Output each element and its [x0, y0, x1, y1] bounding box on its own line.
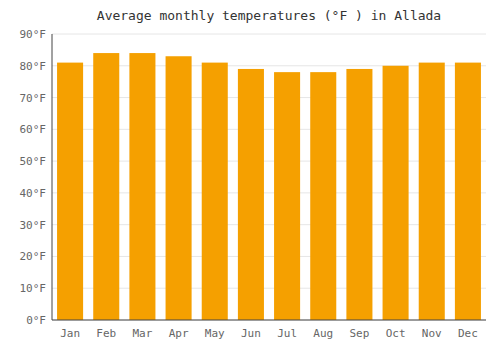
x-tick-label: Aug: [313, 327, 333, 340]
bar: [57, 63, 83, 320]
x-tick-label: Oct: [386, 327, 406, 340]
x-tick-label: Jun: [241, 327, 261, 340]
x-tick-label: Jan: [60, 327, 80, 340]
bar: [166, 56, 192, 320]
x-tick-label: May: [205, 327, 225, 340]
y-tick-label: 80°F: [20, 60, 47, 73]
y-tick-label: 50°F: [20, 155, 47, 168]
bar: [383, 66, 409, 320]
y-axis-line: [52, 34, 53, 320]
x-axis-line: [52, 320, 486, 321]
chart: Average monthly temperatures (°F ) in Al…: [0, 0, 500, 350]
grid: [52, 34, 486, 320]
x-tick-label: Sep: [349, 327, 369, 340]
y-tick-label: 20°F: [20, 250, 47, 263]
y-tick-label: 10°F: [20, 282, 47, 295]
y-tick-label: 30°F: [20, 219, 47, 232]
x-tick-label: Mar: [132, 327, 152, 340]
bar: [346, 69, 372, 320]
y-tick-label: 40°F: [20, 187, 47, 200]
bar: [274, 72, 300, 320]
bar: [310, 72, 336, 320]
y-tick-label: 0°F: [26, 314, 46, 327]
y-tick-label: 60°F: [20, 123, 47, 136]
y-tick-label: 70°F: [20, 92, 47, 105]
bar: [419, 63, 445, 320]
x-tick-label: Jul: [277, 327, 297, 340]
title: Average monthly temperatures (°F ) in Al…: [97, 8, 441, 23]
bar: [238, 69, 264, 320]
bar: [455, 63, 481, 320]
x-tick-label: Apr: [169, 327, 189, 340]
grid-line: [52, 34, 486, 35]
bar: [129, 53, 155, 320]
x-tick-label: Dec: [458, 327, 478, 340]
bar: [202, 63, 228, 320]
x-tick-label: Nov: [422, 327, 442, 340]
bars: [57, 53, 481, 320]
bar: [93, 53, 119, 320]
y-tick-label: 90°F: [20, 28, 47, 41]
grid-line: [52, 320, 486, 321]
x-tick-label: Feb: [96, 327, 116, 340]
